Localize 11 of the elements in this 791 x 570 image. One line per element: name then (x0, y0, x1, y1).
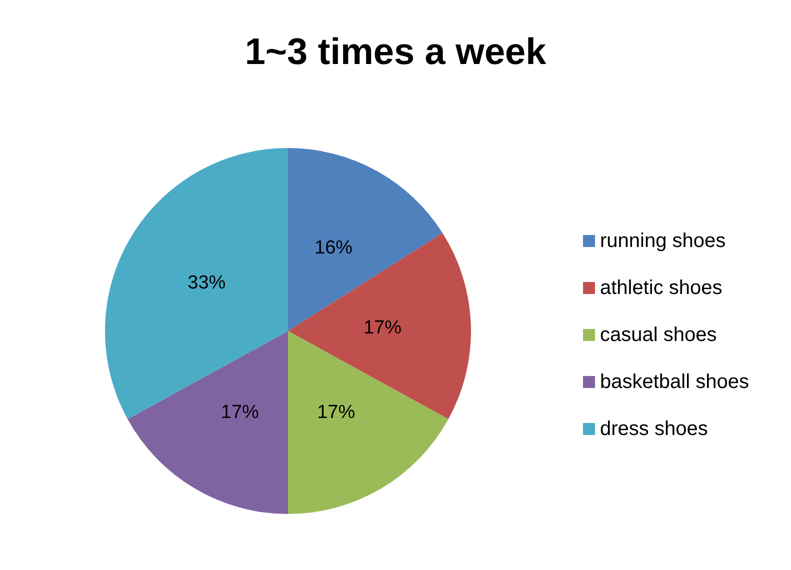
data-label: 16% (314, 238, 353, 259)
data-label: 17% (317, 402, 356, 423)
legend-label: dress shoes (600, 418, 708, 440)
legend-label: casual shoes (600, 324, 717, 346)
data-label: 33% (188, 272, 226, 294)
legend-label: running shoes (600, 230, 726, 252)
legend-label: basketball shoes (600, 371, 749, 393)
data-label: 17% (220, 402, 260, 423)
data-label: 17% (363, 318, 402, 339)
legend-label: athletic shoes (600, 277, 722, 299)
chart-title: 1~3 times a week (244, 31, 547, 72)
